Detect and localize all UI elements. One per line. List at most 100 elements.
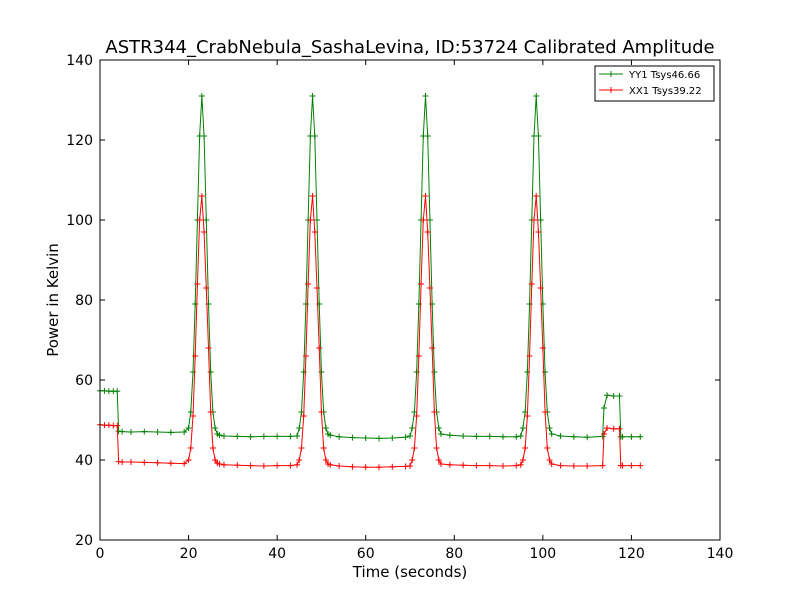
legend-entry: YY1 Tsys46.66 (599, 70, 700, 81)
data-point (438, 431, 444, 437)
data-point (389, 463, 396, 470)
data-point (274, 462, 281, 469)
data-point (274, 433, 281, 440)
data-point (196, 217, 203, 223)
data-point (287, 433, 294, 440)
data-point (389, 435, 396, 441)
data-point (431, 369, 438, 375)
y-axis-label: Power in Kelvin (44, 243, 62, 357)
data-point (424, 229, 431, 235)
data-point (616, 393, 623, 399)
data-point (486, 433, 493, 440)
data-point (141, 428, 148, 435)
data-point (535, 133, 542, 139)
data-point (203, 217, 210, 223)
series-1 (97, 93, 644, 442)
data-point (376, 464, 382, 471)
data-point (435, 457, 442, 463)
data-point (522, 445, 529, 451)
data-point (548, 461, 555, 467)
data-point (203, 285, 210, 291)
chart-title: ASTR344_CrabNebula_SashaLevina, ID:53724… (105, 37, 714, 58)
data-point (234, 433, 241, 440)
data-point (517, 433, 524, 439)
data-point (376, 435, 382, 442)
data-point (407, 463, 413, 469)
data-point (426, 217, 433, 223)
data-point (320, 445, 327, 451)
data-point (212, 457, 219, 463)
data-point (307, 217, 314, 223)
data-point (610, 425, 617, 432)
data-point (194, 281, 201, 287)
data-point (446, 461, 453, 468)
data-point (119, 428, 126, 435)
data-point (362, 464, 369, 471)
y-tick-label: 120 (66, 133, 93, 149)
data-point (296, 425, 303, 431)
data-point (570, 433, 577, 440)
data-point (207, 409, 214, 415)
data-point (309, 193, 316, 199)
data-point (486, 462, 493, 469)
x-tick-label: 120 (618, 546, 645, 562)
data-point (201, 229, 208, 235)
legend-entry: XX1 Tsys39.22 (599, 86, 702, 97)
data-point (221, 433, 227, 439)
data-point (500, 433, 506, 440)
data-point (154, 429, 161, 435)
data-point (517, 461, 524, 468)
data-point (610, 393, 617, 399)
data-point (473, 462, 480, 469)
data-point (409, 425, 416, 431)
data-point (619, 462, 626, 469)
data-point (247, 462, 254, 469)
data-point (604, 425, 611, 431)
data-point (216, 461, 223, 467)
data-point (209, 445, 216, 451)
data-point (413, 413, 420, 419)
data-point (221, 461, 227, 468)
data-point (519, 425, 526, 431)
data-point (205, 345, 212, 351)
data-point (500, 463, 506, 469)
data-point (294, 461, 301, 468)
x-tick-label: 40 (268, 546, 286, 562)
data-point (600, 431, 607, 437)
data-point (247, 433, 254, 440)
data-point (533, 93, 540, 99)
data-point (528, 281, 535, 287)
data-point (542, 409, 549, 415)
data-point (429, 345, 436, 351)
data-point (309, 93, 316, 99)
data-point (407, 433, 413, 439)
data-point (322, 457, 329, 463)
data-point (537, 217, 544, 223)
data-point (628, 462, 635, 469)
data-point (316, 345, 323, 351)
data-point (181, 460, 188, 467)
x-tick-label: 20 (180, 546, 198, 562)
data-point (446, 432, 453, 439)
data-point (519, 457, 526, 463)
data-point (190, 413, 196, 419)
data-point (460, 462, 467, 469)
data-point (234, 462, 241, 469)
data-point (318, 409, 325, 415)
data-point (318, 369, 325, 375)
x-tick-label: 0 (96, 546, 105, 562)
data-point (260, 433, 267, 440)
legend-label: XX1 Tsys39.22 (629, 86, 702, 97)
data-point (557, 433, 564, 439)
data-point (327, 432, 334, 439)
data-point (637, 462, 644, 469)
data-point (542, 369, 549, 375)
data-point (305, 281, 312, 287)
data-point (349, 463, 356, 470)
data-point (114, 422, 121, 429)
legend: YY1 Tsys46.66 XX1 Tsys39.22 (594, 65, 715, 102)
data-point (420, 217, 427, 223)
data-point (409, 457, 416, 463)
y-tick-label: 40 (75, 453, 93, 469)
